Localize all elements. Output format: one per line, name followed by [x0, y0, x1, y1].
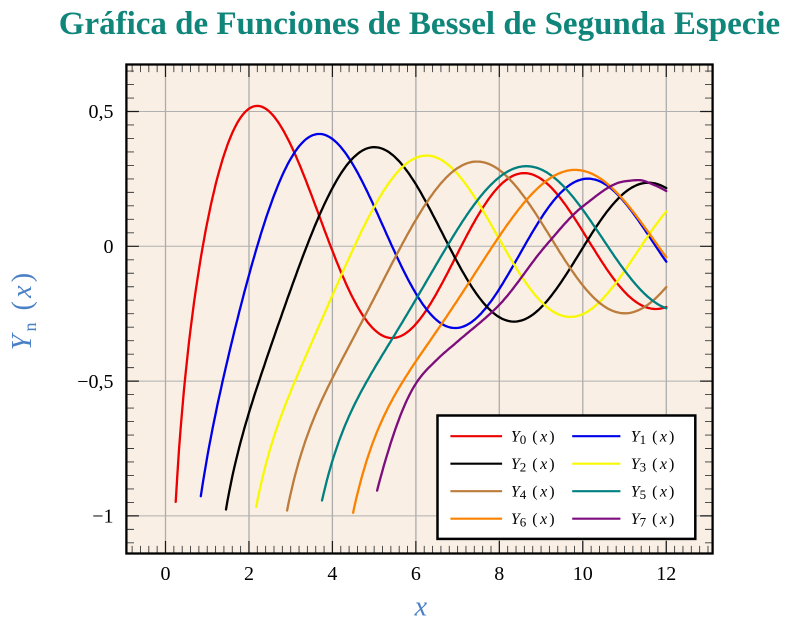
svg-text:2: 2 — [244, 563, 254, 585]
svg-text:Y5(x): Y5(x) — [631, 483, 675, 502]
svg-text:Gráfica de Funciones de Bessel: Gráfica de Funciones de Bessel de Segund… — [59, 6, 780, 42]
svg-text:6: 6 — [411, 563, 421, 585]
svg-text:10: 10 — [573, 563, 593, 585]
svg-text:Yn (x): Yn (x) — [7, 270, 40, 351]
svg-text:12: 12 — [656, 563, 676, 585]
svg-text:−1: −1 — [92, 506, 113, 528]
svg-text:Y1(x): Y1(x) — [631, 428, 675, 447]
svg-text:x: x — [414, 592, 428, 623]
svg-text:0: 0 — [161, 563, 171, 585]
svg-text:Y7(x): Y7(x) — [631, 511, 675, 530]
svg-text:8: 8 — [494, 563, 504, 585]
svg-text:Y3(x): Y3(x) — [631, 456, 675, 475]
svg-text:0,5: 0,5 — [89, 101, 114, 123]
svg-text:4: 4 — [327, 563, 337, 585]
svg-text:Y6(x): Y6(x) — [511, 511, 555, 530]
svg-text:Y2(x): Y2(x) — [511, 456, 555, 475]
svg-text:−0,5: −0,5 — [77, 371, 113, 393]
svg-text:0: 0 — [104, 236, 114, 258]
svg-text:Y4(x): Y4(x) — [511, 483, 555, 502]
svg-text:Y0(x): Y0(x) — [511, 428, 555, 447]
